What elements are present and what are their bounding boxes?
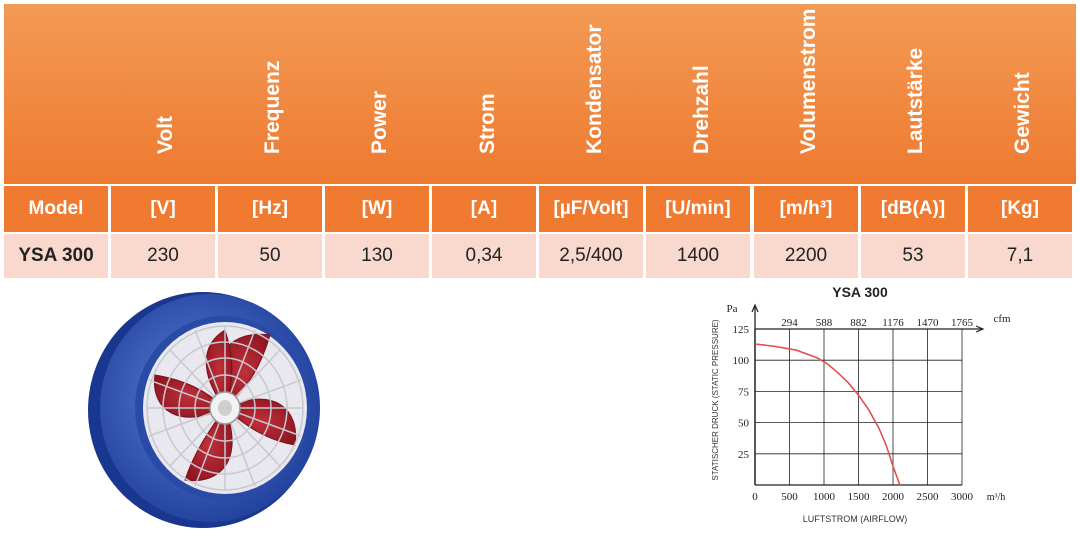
x-tick-label: 500 <box>781 491 798 503</box>
header-gewicht: Gewicht <box>1010 72 1034 154</box>
y-axis-label: STATISCHER DRUCK (STATIC PRESSURE) <box>711 319 720 481</box>
header-lautstaerke: Lautstärke <box>903 47 927 154</box>
unit-volt: [V] <box>111 186 215 232</box>
cell-power: 130 <box>325 234 429 278</box>
unit-w: [W] <box>325 186 429 232</box>
y-tick-label: 50 <box>738 418 750 430</box>
table-row: YSA 300 230 50 130 0,34 2,5/400 1400 220… <box>4 234 1076 278</box>
header-volt: Volt <box>153 115 177 154</box>
header-power: Power <box>367 90 391 154</box>
header-volumenstrom: Volumenstrom <box>796 8 820 154</box>
unit-airflow: [m/h³] <box>754 186 858 232</box>
unit-model: Model <box>4 186 108 232</box>
cell-lautstaerke: 53 <box>861 234 965 278</box>
y-tick-label: 75 <box>738 386 750 398</box>
unit-a: [A] <box>432 186 536 232</box>
cell-kondensator: 2,5/400 <box>539 234 643 278</box>
axial-fan-icon <box>88 292 320 528</box>
x-tick-label: 2500 <box>917 491 940 503</box>
top-tick-label: 882 <box>850 317 867 329</box>
unit-rpm: [U/min] <box>646 186 750 232</box>
cell-volumenstrom: 2200 <box>754 234 858 278</box>
y-tick-label: 125 <box>733 324 750 336</box>
x-unit: m³/h <box>987 492 1006 503</box>
table-header: Volt Frequenz Power Strom Kondensator Dr… <box>4 4 1076 184</box>
top-tick-label: 1176 <box>882 317 904 329</box>
cell-gewicht: 7,1 <box>968 234 1072 278</box>
unit-kg: [Kg] <box>968 186 1072 232</box>
top-tick-label: 1765 <box>951 317 974 329</box>
unit-capacitor: [µF/Volt] <box>539 186 643 232</box>
header-kondensator: Kondensator <box>582 24 606 154</box>
top-tick-label: 1470 <box>917 317 940 329</box>
top-axis-arrow <box>975 325 985 333</box>
top-tick-label: 588 <box>816 317 833 329</box>
cell-model: YSA 300 <box>4 234 108 278</box>
cell-frequenz: 50 <box>218 234 322 278</box>
y-tick-label: 25 <box>738 449 750 461</box>
unit-hz: [Hz] <box>218 186 322 232</box>
header-strom: Strom <box>475 93 499 154</box>
x-tick-label: 3000 <box>951 491 974 503</box>
y-tick-label: 100 <box>733 355 750 367</box>
x-axis-label: LUFTSTROM (AIRFLOW) <box>803 514 908 524</box>
unit-db: [dB(A)] <box>861 186 965 232</box>
x-tick-label: 1500 <box>848 491 871 503</box>
x-tick-label: 1000 <box>813 491 836 503</box>
header-frequenz: Frequenz <box>260 60 284 154</box>
header-drehzahl: Drehzahl <box>689 65 713 154</box>
top-axis-unit: cfm <box>993 313 1011 325</box>
top-tick-label: 294 <box>781 317 798 329</box>
cell-drehzahl: 1400 <box>646 234 750 278</box>
chart-title: YSA 300 <box>832 284 888 300</box>
units-row: Model [V] [Hz] [W] [A] [µF/Volt] [U/min]… <box>4 186 1076 232</box>
x-tick-label: 0 <box>752 491 758 503</box>
y-axis-arrow <box>751 303 759 313</box>
cell-volt: 230 <box>111 234 215 278</box>
pressure-curve <box>754 343 901 486</box>
cell-strom: 0,34 <box>432 234 536 278</box>
performance-chart: YSA 300 Pa cfm m³/h STATISCHER DRUCK (ST… <box>711 284 1011 524</box>
x-tick-label: 2000 <box>882 491 905 503</box>
y-unit: Pa <box>727 303 738 315</box>
